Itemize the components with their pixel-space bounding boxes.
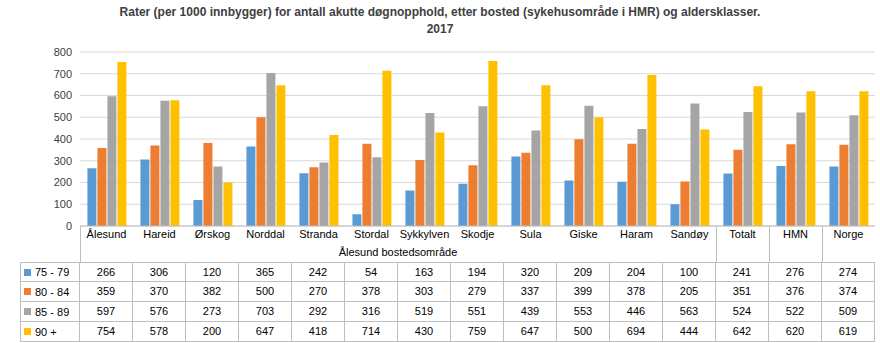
html-text:563: 563: [679, 305, 699, 317]
html-text:276: 276: [785, 266, 805, 278]
html-text:Rater (per 1000 innbygger) for: Rater (per 1000 innbygger) for antall ak…: [119, 5, 761, 36]
html-text:509: 509: [838, 305, 858, 317]
html-text:647: 647: [255, 325, 275, 337]
html-text:378: 378: [361, 285, 381, 297]
html-text:266: 266: [96, 266, 116, 278]
html-text:376: 376: [785, 285, 805, 297]
html-text:273: 273: [202, 305, 222, 317]
svg-text:Sandøy: Sandøy: [671, 228, 709, 240]
html-text:642: 642: [732, 325, 752, 337]
html-text:365: 365: [255, 266, 275, 278]
html-text:500: 500: [255, 285, 275, 297]
svg-text:Haram: Haram: [620, 228, 653, 240]
html-text:551: 551: [467, 305, 487, 317]
svg-text:Sula: Sula: [519, 228, 542, 240]
html-text:316: 316: [361, 305, 381, 317]
html-text:359: 359: [96, 285, 116, 297]
svg-text:700: 700: [54, 68, 72, 80]
html-text:519: 519: [414, 305, 434, 317]
svg-text:Stordal: Stordal: [354, 228, 389, 240]
html-text:578: 578: [149, 325, 169, 337]
html-text:754: 754: [96, 325, 116, 337]
html-text:80 - 84: 80 - 84: [35, 285, 70, 298]
svg-text:Hareid: Hareid: [143, 228, 175, 240]
svg-text:400: 400: [54, 133, 72, 145]
html-text:418: 418: [308, 325, 328, 337]
svg-text:0: 0: [66, 220, 72, 232]
html-text:Ålesund bostedsområde: Ålesund bostedsområde: [338, 246, 458, 258]
svg-text:Norge: Norge: [834, 228, 864, 240]
html-text:647: 647: [520, 325, 540, 337]
html-text:439: 439: [520, 305, 540, 317]
svg-text:100: 100: [54, 198, 72, 210]
html-text:194: 194: [467, 266, 487, 278]
html-text:85 - 89: 85 - 89: [35, 305, 70, 318]
html-text:241: 241: [732, 266, 752, 278]
html-text:279: 279: [467, 285, 487, 297]
svg-text:Ålesund: Ålesund: [87, 228, 127, 240]
svg-text:HMN: HMN: [783, 228, 808, 240]
html-text:522: 522: [785, 305, 805, 317]
html-text:446: 446: [626, 305, 646, 317]
html-text:100: 100: [679, 266, 699, 278]
html-text:205: 205: [679, 285, 699, 297]
svg-text:200: 200: [54, 176, 72, 188]
html-text:242: 242: [308, 266, 328, 278]
html-text:292: 292: [308, 305, 328, 317]
html-text:378: 378: [626, 285, 646, 297]
svg-text:Skodje: Skodje: [461, 228, 495, 240]
html-text:759: 759: [467, 325, 487, 337]
html-text:120: 120: [202, 266, 222, 278]
html-text:430: 430: [414, 325, 434, 337]
html-text:274: 274: [838, 266, 858, 278]
html-text:270: 270: [308, 285, 328, 297]
html-text:703: 703: [255, 305, 275, 317]
html-text:620: 620: [785, 325, 805, 337]
html-text:399: 399: [573, 285, 593, 297]
html-text:694: 694: [626, 325, 646, 337]
svg-text:Stranda: Stranda: [299, 228, 338, 240]
svg-text:Sykkylven: Sykkylven: [400, 228, 450, 240]
html-text:306: 306: [149, 266, 169, 278]
html-text:444: 444: [679, 325, 699, 337]
html-text:619: 619: [838, 325, 858, 337]
html-text:524: 524: [732, 305, 752, 317]
svg-text:600: 600: [54, 89, 72, 101]
html-text:204: 204: [626, 266, 646, 278]
svg-text:500: 500: [54, 111, 72, 123]
html-text:576: 576: [149, 305, 169, 317]
html-text:90 +: 90 +: [35, 325, 57, 338]
svg-text:Totalt: Totalt: [729, 228, 755, 240]
html-text:200: 200: [202, 325, 222, 337]
svg-text:Norddal: Norddal: [246, 228, 285, 240]
html-text:553: 553: [573, 305, 593, 317]
svg-text:Giske: Giske: [569, 228, 597, 240]
html-text:351: 351: [732, 285, 752, 297]
html-text:163: 163: [414, 266, 434, 278]
svg-text:Ørskog: Ørskog: [195, 228, 230, 240]
html-text:500: 500: [573, 325, 593, 337]
svg-text:300: 300: [54, 155, 72, 167]
html-text:209: 209: [573, 266, 593, 278]
html-text:597: 597: [96, 305, 116, 317]
html-text:714: 714: [361, 325, 381, 337]
html-text:320: 320: [520, 266, 540, 278]
html-text:337: 337: [520, 285, 540, 297]
html-text:370: 370: [149, 285, 169, 297]
html-text:382: 382: [202, 285, 222, 297]
svg-text:800: 800: [54, 46, 72, 58]
html-text:54: 54: [364, 266, 378, 278]
html-text:75 - 79: 75 - 79: [35, 266, 70, 278]
html-text:303: 303: [414, 285, 434, 297]
html-text:374: 374: [838, 285, 858, 297]
